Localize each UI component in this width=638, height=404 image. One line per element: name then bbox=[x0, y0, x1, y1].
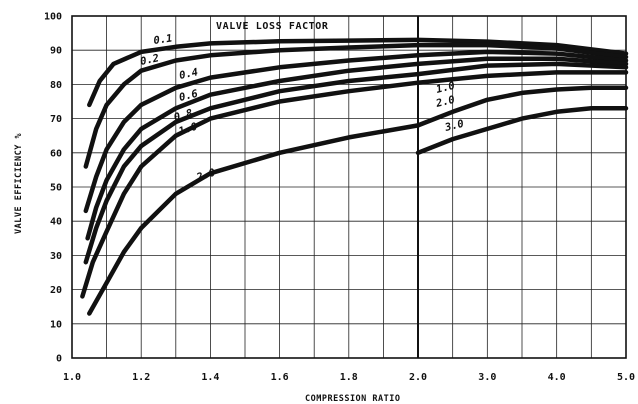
curve-label-1-0: 1.0 bbox=[177, 121, 199, 138]
curve-label-right-3-0: 3.0 bbox=[443, 118, 465, 134]
curve-label-0-6: 0.6 bbox=[178, 88, 199, 104]
curve-labels: 0.10.20.40.60.81.02.01.02.03.0 bbox=[139, 32, 465, 184]
x-tick-labels: 1.0 1.2 1.4 1.6 1.8 2.0 3.0 4.0 5.0 bbox=[63, 372, 635, 383]
y-tick-label: 60 bbox=[50, 148, 62, 159]
curve-label-right-2-0: 2.0 bbox=[434, 94, 456, 110]
x-tick-label: 5.0 bbox=[617, 372, 635, 383]
curve-0-8-right bbox=[415, 61, 629, 77]
plot-frame bbox=[71, 15, 627, 359]
curve-0-1-right bbox=[415, 37, 629, 56]
y-tick-labels: 0 10 20 30 40 50 60 70 80 90 100 bbox=[44, 12, 62, 365]
y-tick-label: 80 bbox=[50, 80, 62, 91]
curve-2-0-right bbox=[415, 85, 629, 128]
y-tick-label: 0 bbox=[56, 354, 62, 365]
y-tick-label: 30 bbox=[50, 251, 62, 262]
curve-3-0-right bbox=[415, 106, 629, 156]
y-tick-label: 40 bbox=[50, 217, 62, 228]
valve-loss-factor-label: VALVE LOSS FACTOR bbox=[216, 21, 329, 32]
x-axis-title: COMPRESSION RATIO bbox=[305, 394, 401, 404]
y-tick-label: 90 bbox=[50, 46, 62, 57]
x-tick-label: 4.0 bbox=[548, 372, 566, 383]
curve-0-2-right bbox=[415, 42, 629, 60]
curve-label-0-4: 0.4 bbox=[178, 66, 199, 82]
curve-label-2-0: 2.0 bbox=[194, 167, 217, 185]
y-tick-label: 70 bbox=[50, 114, 62, 125]
x-tick-label: 3.0 bbox=[478, 372, 496, 383]
curve-0-6-left bbox=[85, 61, 421, 241]
y-tick-label: 100 bbox=[44, 12, 62, 23]
curve-0-4-left bbox=[83, 53, 421, 214]
x-tick-label: 1.6 bbox=[271, 372, 289, 383]
curve-label-0-8: 0.8 bbox=[173, 107, 195, 124]
curve-1-0-right bbox=[415, 70, 629, 85]
x-tick-label: 1.0 bbox=[63, 372, 81, 383]
curve-label-right-1-0: 1.0 bbox=[435, 80, 456, 96]
curve-0-2-left bbox=[83, 42, 421, 169]
y-tick-label: 50 bbox=[50, 183, 62, 194]
y-tick-label: 20 bbox=[50, 285, 62, 296]
curve-0-4-right bbox=[415, 49, 629, 63]
curves bbox=[80, 37, 629, 316]
curve-1-0-left bbox=[80, 80, 421, 299]
curve-label-0-2: 0.2 bbox=[139, 52, 160, 68]
x-tick-label: 2.0 bbox=[409, 372, 427, 383]
curve-0-8-left bbox=[83, 71, 421, 265]
curve-0-6-right bbox=[415, 56, 629, 67]
curve-2-0-left bbox=[87, 123, 421, 316]
x-tick-label: 1.8 bbox=[340, 372, 358, 383]
x-tick-label: 1.2 bbox=[132, 372, 150, 383]
curve-label-0-1: 0.1 bbox=[153, 32, 173, 47]
curve-0-1-left bbox=[87, 37, 421, 108]
y-axis-title: VALVE EFFICIENCY % bbox=[14, 133, 24, 234]
x-tick-label: 1.4 bbox=[201, 372, 219, 383]
y-tick-label: 10 bbox=[50, 319, 62, 330]
plot-border bbox=[71, 15, 627, 359]
